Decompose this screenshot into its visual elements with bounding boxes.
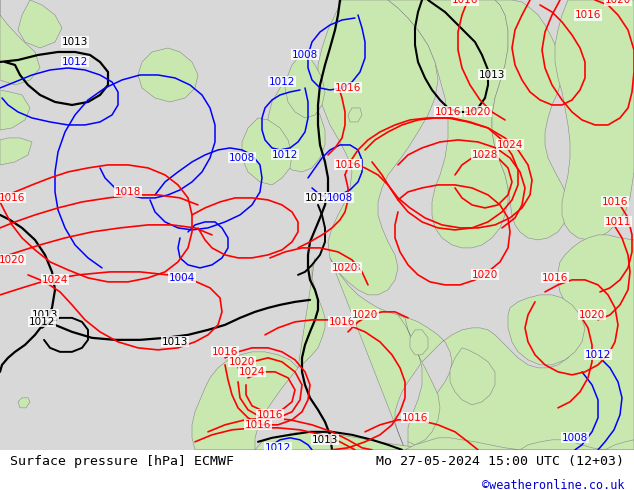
Text: Surface pressure [hPa] ECMWF: Surface pressure [hPa] ECMWF <box>10 455 233 468</box>
Text: ©weatheronline.co.uk: ©weatheronline.co.uk <box>482 479 624 490</box>
Text: 1016: 1016 <box>257 410 283 420</box>
Text: 1020: 1020 <box>579 310 605 320</box>
Text: 1016: 1016 <box>435 107 461 117</box>
Text: 1008: 1008 <box>229 153 255 163</box>
Polygon shape <box>410 330 428 355</box>
Text: 1016: 1016 <box>212 347 238 357</box>
Text: 1011: 1011 <box>605 217 631 227</box>
Text: 1028: 1028 <box>472 150 498 160</box>
Text: 1008: 1008 <box>292 50 318 60</box>
Text: 1012: 1012 <box>61 57 88 67</box>
Text: 1024: 1024 <box>239 367 265 377</box>
Text: 1020: 1020 <box>465 107 491 117</box>
Polygon shape <box>285 50 325 118</box>
Polygon shape <box>272 108 290 125</box>
Polygon shape <box>0 0 40 85</box>
Text: 1024: 1024 <box>497 140 523 150</box>
Text: 1016: 1016 <box>329 317 355 327</box>
Polygon shape <box>330 235 634 450</box>
Polygon shape <box>255 432 445 450</box>
Text: 1016: 1016 <box>602 197 628 207</box>
Text: Mo 27-05-2024 15:00 UTC (12+03): Mo 27-05-2024 15:00 UTC (12+03) <box>377 455 624 468</box>
Text: 1012: 1012 <box>585 350 611 360</box>
Text: 1004: 1004 <box>169 273 195 283</box>
Polygon shape <box>605 440 634 450</box>
Text: 1020: 1020 <box>0 255 25 265</box>
Polygon shape <box>348 108 362 122</box>
Text: 1020: 1020 <box>332 263 358 273</box>
Text: 1013: 1013 <box>479 70 505 80</box>
Text: 1013: 1013 <box>335 263 361 273</box>
Text: 1016: 1016 <box>0 193 25 203</box>
Polygon shape <box>388 0 508 248</box>
Text: 1013: 1013 <box>32 310 58 320</box>
Polygon shape <box>555 0 634 240</box>
Text: 1008: 1008 <box>562 433 588 443</box>
Polygon shape <box>398 315 440 445</box>
Text: 1012: 1012 <box>265 443 291 453</box>
Text: 1016: 1016 <box>245 420 271 430</box>
Polygon shape <box>192 352 298 450</box>
Text: 1018: 1018 <box>115 187 141 197</box>
Text: 1013: 1013 <box>61 37 88 47</box>
Polygon shape <box>138 48 198 102</box>
Polygon shape <box>405 438 520 450</box>
Polygon shape <box>242 118 292 185</box>
Text: 1012: 1012 <box>29 317 55 327</box>
Text: 1013: 1013 <box>312 435 338 445</box>
Text: 1008: 1008 <box>327 193 353 203</box>
Polygon shape <box>520 440 605 450</box>
Text: 1020: 1020 <box>472 270 498 280</box>
Text: 1020: 1020 <box>605 0 631 5</box>
Text: 1024: 1024 <box>42 275 68 285</box>
Text: 1016: 1016 <box>575 10 601 20</box>
Text: 1012: 1012 <box>269 77 295 87</box>
Text: 1016: 1016 <box>335 83 361 93</box>
Text: 1016: 1016 <box>402 413 428 423</box>
Text: 1012: 1012 <box>305 193 331 203</box>
Polygon shape <box>18 0 62 48</box>
Polygon shape <box>492 0 568 240</box>
Text: 1016: 1016 <box>335 160 361 170</box>
Text: 1013: 1013 <box>162 337 188 347</box>
Polygon shape <box>0 90 30 130</box>
Polygon shape <box>18 398 30 408</box>
Polygon shape <box>268 65 325 172</box>
Polygon shape <box>508 295 585 365</box>
Text: 1020: 1020 <box>352 310 378 320</box>
Polygon shape <box>298 258 325 368</box>
Text: 1020: 1020 <box>229 357 255 367</box>
Polygon shape <box>318 0 438 295</box>
Polygon shape <box>450 348 495 405</box>
Polygon shape <box>0 138 32 165</box>
Text: 1016: 1016 <box>452 0 478 5</box>
Text: 1012: 1012 <box>272 150 298 160</box>
Text: 1016: 1016 <box>542 273 568 283</box>
